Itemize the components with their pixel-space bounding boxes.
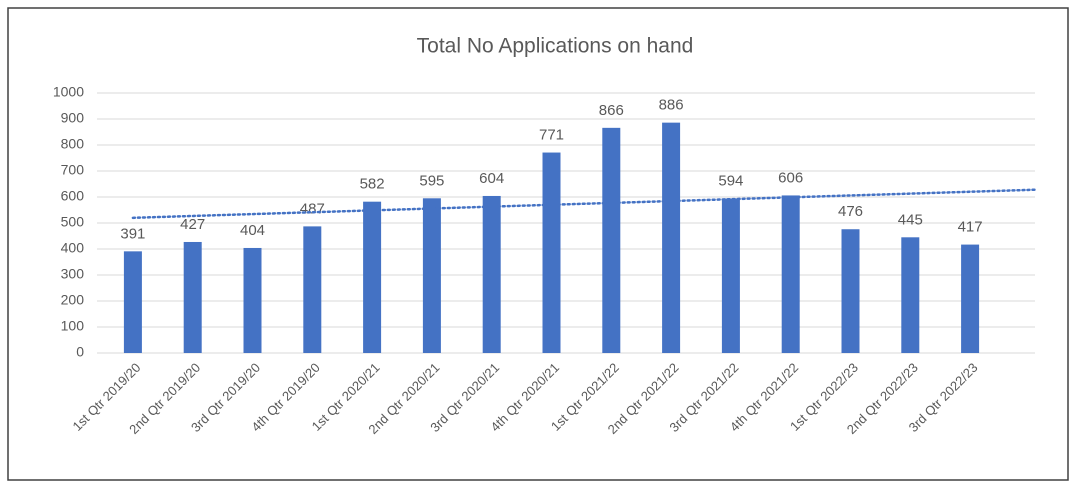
y-tick-label: 700: [61, 162, 85, 178]
data-label: 427: [180, 216, 205, 233]
bar: [542, 152, 561, 353]
data-label: 886: [659, 97, 684, 114]
data-label: 771: [539, 127, 564, 144]
data-label: 487: [300, 200, 325, 217]
bar: [721, 198, 740, 353]
bar: [482, 195, 501, 353]
data-label: 606: [778, 169, 803, 186]
data-label: 391: [120, 225, 145, 242]
y-tick-label: 400: [61, 240, 85, 256]
y-tick-label: 900: [61, 110, 85, 126]
bar: [303, 226, 322, 353]
data-label: 417: [958, 219, 983, 236]
y-tick-label: 200: [61, 292, 85, 308]
bar: [422, 198, 441, 353]
y-tick-label: 100: [61, 318, 85, 334]
data-label: 445: [898, 211, 923, 228]
bar: [662, 122, 681, 353]
y-tick-label: 0: [76, 344, 84, 360]
bar: [183, 241, 202, 353]
data-label: 594: [718, 173, 743, 190]
data-label: 604: [479, 170, 504, 187]
chart-title: Total No Applications on hand: [417, 35, 694, 58]
y-tick-label: 300: [61, 266, 85, 282]
y-tick-label: 800: [61, 136, 85, 152]
bar: [363, 201, 382, 353]
y-tick-label: 600: [61, 188, 85, 204]
trendline: [131, 188, 1037, 220]
bar: [961, 244, 980, 353]
data-label: 476: [838, 203, 863, 220]
bar: [781, 195, 800, 353]
bar: [602, 127, 621, 353]
data-label: 582: [360, 176, 385, 193]
bar: [243, 247, 262, 353]
data-label: 595: [419, 172, 444, 189]
bar: [123, 251, 142, 353]
bar: [901, 237, 920, 353]
bar: [841, 229, 860, 353]
data-label: 404: [240, 222, 265, 239]
data-label: 866: [599, 102, 624, 119]
y-tick-label: 500: [61, 214, 85, 230]
y-tick-label: 1000: [53, 84, 84, 100]
